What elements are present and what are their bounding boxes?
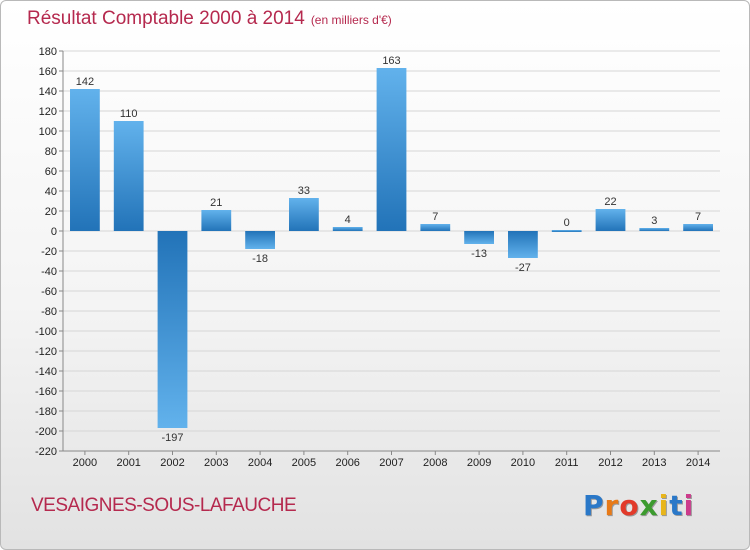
value-label-2002: -197 [161, 432, 183, 444]
x-tick-label: 2007 [379, 457, 403, 469]
commune-name: VESAIGNES-SOUS-LAFAUCHE [31, 495, 297, 516]
y-tick-label: -180 [35, 406, 57, 418]
logo-letter: P [583, 489, 605, 522]
value-label-2000: 142 [76, 76, 94, 88]
value-label-2011: 0 [564, 217, 570, 229]
bar-2005 [289, 198, 319, 231]
y-tick-label: -60 [41, 286, 57, 298]
logo-letter: r [604, 489, 620, 522]
value-label-2007: 163 [382, 55, 400, 67]
x-axis-ticks: 2000 2001 2002 2003 2004 2005 2006 2007 2008 2009… [73, 451, 710, 469]
value-label-2013: 3 [651, 215, 657, 227]
bar-2010 [508, 231, 538, 258]
y-tick-label: -80 [41, 306, 57, 318]
bar-2000 [70, 89, 100, 231]
bar-2002 [157, 231, 188, 428]
y-tick-label: 40 [45, 186, 57, 198]
y-tick-label: -220 [35, 446, 57, 458]
bar-2006 [332, 227, 363, 231]
x-tick-label: 2010 [511, 457, 535, 469]
y-tick-label: 80 [45, 146, 57, 158]
y-axis-ticks: 180160140120100806040200-20-40-60-80-100… [35, 46, 720, 458]
y-tick-label: 160 [39, 66, 57, 78]
x-tick-label: 2004 [248, 457, 272, 469]
y-tick-label: 180 [39, 46, 57, 58]
x-tick-label: 2005 [292, 457, 316, 469]
x-tick-label: 2008 [423, 457, 447, 469]
y-tick-label: 0 [51, 226, 57, 238]
x-tick-label: 2009 [467, 457, 491, 469]
y-tick-label: -20 [41, 246, 57, 258]
x-tick-label: 2002 [160, 457, 184, 469]
y-tick-label: 120 [39, 106, 57, 118]
y-tick-label: 100 [39, 126, 57, 138]
x-tick-label: 2014 [686, 457, 710, 469]
y-tick-label: -120 [35, 346, 57, 358]
value-label-2012: 22 [604, 196, 616, 208]
value-label-2014: 7 [695, 211, 701, 223]
value-label-2010: -27 [515, 262, 531, 274]
value-label-2008: 7 [432, 211, 438, 223]
bar-2013 [639, 228, 670, 231]
logo-letter: o [619, 489, 640, 522]
y-tick-label: 140 [39, 86, 57, 98]
logo-letter: i [658, 489, 670, 522]
title-text: Résultat Comptable 2000 à 2014 [27, 8, 305, 29]
y-tick-label: -40 [41, 266, 57, 278]
y-tick-label: -140 [35, 366, 57, 378]
x-tick-label: 2013 [642, 457, 666, 469]
y-tick-label: 60 [45, 166, 57, 178]
bar-2014 [683, 224, 713, 231]
x-tick-label: 2006 [335, 457, 359, 469]
bar-2004 [245, 231, 275, 249]
x-tick-label: 2012 [598, 457, 622, 469]
logo-letter: i [683, 489, 695, 522]
bar-2011 [551, 230, 582, 232]
x-tick-label: 2003 [204, 457, 228, 469]
value-label-2001: 110 [120, 108, 138, 120]
value-label-2004: -18 [252, 253, 268, 265]
logo-letter: x [639, 489, 659, 522]
bar-2009 [464, 231, 494, 244]
bar-2007 [376, 68, 407, 231]
y-tick-label: -100 [35, 326, 57, 338]
value-label-2006: 4 [345, 214, 351, 226]
value-label-2009: -13 [471, 248, 487, 260]
bars [70, 68, 713, 428]
y-tick-label: -200 [35, 426, 57, 438]
bar-2008 [420, 224, 451, 231]
unit-note: (en milliers d'€) [310, 13, 392, 27]
x-tick-label: 2001 [116, 457, 140, 469]
value-label-2003: 21 [210, 197, 222, 209]
bar-2001 [113, 121, 144, 231]
value-labels: 142 110 -197 21 -18 33 4 163 7 -13 -27 0 22 3 7 [76, 55, 701, 444]
bar-2003 [201, 210, 232, 231]
logo-letter: t [669, 489, 684, 522]
bar-2012 [595, 209, 626, 231]
chart-title: Résultat Comptable 2000 à 2014 (en millie… [27, 8, 392, 30]
x-tick-label: 2011 [555, 457, 579, 469]
x-tick-label: 2000 [73, 457, 97, 469]
y-tick-label: -160 [35, 386, 57, 398]
y-tick-label: 20 [45, 206, 57, 218]
proxiti-logo: Proxiti [583, 489, 694, 522]
value-label-2005: 33 [298, 185, 310, 197]
